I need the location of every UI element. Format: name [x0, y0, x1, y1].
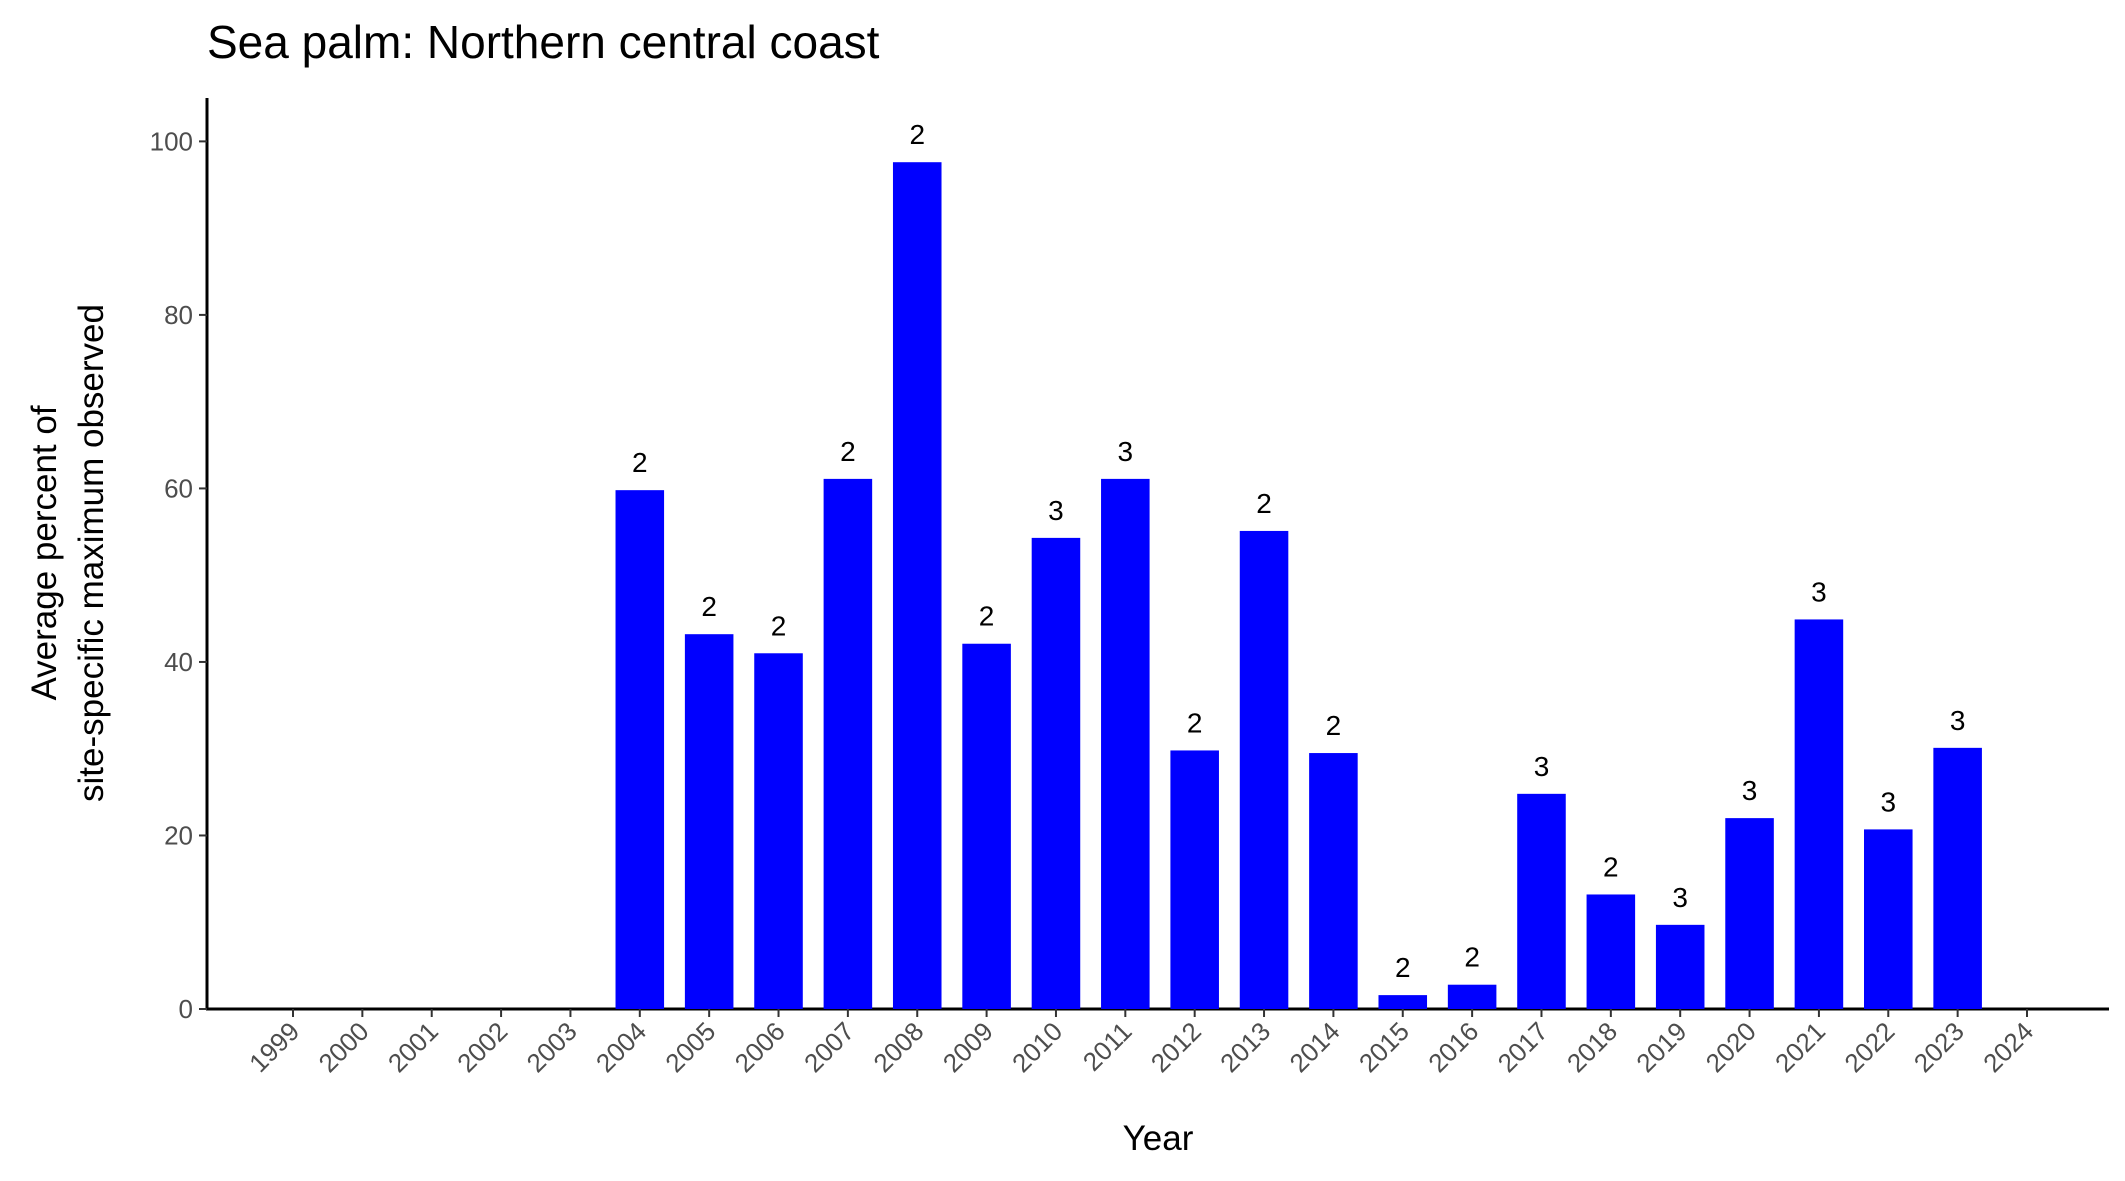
bar-annotation: 2: [1326, 710, 1342, 741]
x-tick-label: 2002: [451, 1016, 513, 1078]
x-tick-label: 2020: [1700, 1016, 1762, 1078]
x-tick-label: 2017: [1492, 1016, 1554, 1078]
x-tick-label: 2023: [1908, 1016, 1970, 1078]
x-tick-label: 2000: [312, 1016, 374, 1078]
bar: [1239, 530, 1289, 1009]
bar-annotation: 2: [1395, 952, 1411, 983]
x-tick-label: 2007: [798, 1016, 860, 1078]
x-tick-label: 2004: [590, 1016, 652, 1078]
bar: [1933, 747, 1982, 1009]
bar-annotation: 3: [1534, 751, 1550, 782]
bar: [1725, 818, 1774, 1009]
bar: [1655, 924, 1705, 1009]
bar: [1794, 619, 1844, 1009]
x-tick-label: 2019: [1630, 1016, 1692, 1078]
y-tick-label: 80: [164, 300, 193, 330]
x-tick-label: 2003: [521, 1016, 583, 1078]
y-tick-label: 20: [164, 820, 193, 850]
bar-annotation: 3: [1950, 705, 1966, 736]
x-tick-label: 2006: [729, 1016, 791, 1078]
bar: [1447, 984, 1497, 1009]
bar-annotation: 2: [909, 119, 925, 150]
bar: [754, 653, 803, 1009]
bar-annotation: 2: [1603, 851, 1619, 882]
x-tick-label: 2013: [1214, 1016, 1276, 1078]
bar-annotation: 3: [1742, 775, 1758, 806]
x-tick-label: 2010: [1006, 1016, 1068, 1078]
x-axis-title: Year: [1123, 1119, 1194, 1158]
y-tick-label: 100: [150, 126, 193, 156]
bar-annotation: 2: [840, 436, 856, 467]
bar-annotation: 2: [632, 447, 648, 478]
y-tick-label: 40: [164, 647, 193, 677]
y-axis-title: Average percent of site-specific maximum…: [25, 304, 111, 802]
bar: [684, 634, 734, 1009]
bar: [962, 643, 1011, 1009]
bar: [1378, 995, 1428, 1009]
bar: [1031, 537, 1081, 1009]
x-tick-label: 2015: [1353, 1016, 1415, 1078]
bar-annotation: 2: [771, 610, 787, 641]
x-tick-label: 2011: [1077, 1016, 1138, 1077]
bar-annotation: 2: [701, 591, 717, 622]
bar-annotation: 3: [1880, 786, 1896, 817]
bar: [1864, 829, 1913, 1009]
bar-annotation: 3: [1118, 436, 1134, 467]
bar-annotation: 2: [1187, 707, 1203, 738]
bar-annotation: 3: [1672, 882, 1688, 913]
bar: [615, 490, 665, 1009]
bar-annotation: 3: [1811, 576, 1827, 607]
x-tick-label: 2021: [1769, 1016, 1831, 1078]
x-tick-label: 2008: [867, 1016, 929, 1078]
bar: [1517, 793, 1566, 1009]
bar: [1586, 894, 1636, 1009]
x-tick-label: 2016: [1422, 1016, 1484, 1078]
x-tick-label: 2018: [1561, 1016, 1623, 1078]
x-tick-label: 2005: [659, 1016, 721, 1078]
x-tick-label: 2012: [1145, 1016, 1207, 1078]
bar: [1101, 478, 1150, 1009]
bar: [1309, 753, 1358, 1009]
bar: [1170, 750, 1219, 1009]
bar-annotation: 2: [979, 601, 995, 632]
x-tick-label: 2001: [382, 1016, 444, 1078]
bar-annotation: 2: [1256, 488, 1272, 519]
bar-annotation: 2: [1464, 942, 1480, 973]
x-tick-label: 2009: [937, 1016, 999, 1078]
y-tick-label: 60: [164, 473, 193, 503]
bar-annotation: 3: [1048, 495, 1064, 526]
x-tick-label: 2022: [1838, 1016, 1900, 1078]
x-tick-label: 1999: [243, 1016, 305, 1078]
bar: [823, 478, 873, 1009]
y-tick-label: 0: [179, 994, 193, 1024]
y-axis-title-line: site-specific maximum observed: [72, 304, 111, 802]
x-tick-label: 2014: [1284, 1016, 1346, 1078]
x-tick-label: 2024: [1977, 1016, 2039, 1078]
chart-title: Sea palm: Northern central coast: [207, 16, 880, 68]
y-axis-title-line: Average percent of: [25, 405, 64, 700]
bar: [892, 162, 942, 1010]
